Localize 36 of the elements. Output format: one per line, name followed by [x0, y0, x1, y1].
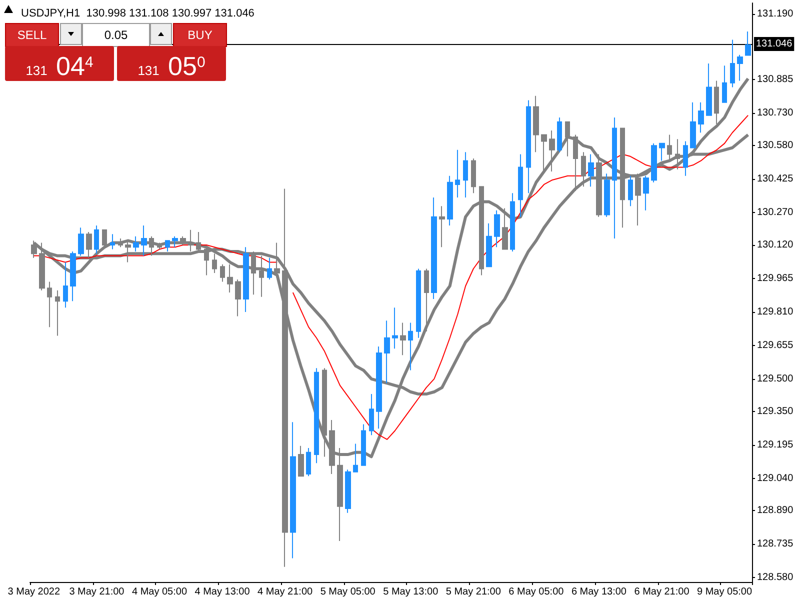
x-tick-label: 6 May 13:00 [571, 586, 627, 598]
y-tick-label: 130.580 [757, 140, 794, 152]
y-tick-label: 129.350 [757, 406, 794, 417]
x-tick-label: 4 May 05:00 [132, 586, 188, 598]
y-tick-label: 129.655 [757, 340, 794, 351]
chart-title: USDJPY,H1 130.998 131.108 130.997 131.046 [21, 8, 254, 20]
y-tick-label: 129.500 [757, 373, 794, 384]
y-tick-label: 131.190 [757, 8, 794, 20]
y-tick-label: 129.040 [757, 472, 794, 484]
y-tick-label: 128.735 [757, 538, 794, 550]
number-field: 0.05 [82, 23, 150, 47]
annotation: 131 04$^{4}$ [26, 51, 94, 81]
y-tick-label: 130.730 [757, 108, 794, 119]
x-tick-label: 9 May 05:00 [697, 586, 752, 598]
y-tick-label: 128.890 [757, 505, 794, 516]
x-tick-label: 5 May 05:00 [320, 586, 376, 598]
y-tick-label: 130.270 [757, 207, 794, 218]
y-tick-label: 129.810 [757, 306, 794, 318]
x-tick-label: 6 May 05:00 [508, 586, 564, 598]
y-tick-label: 130.885 [757, 74, 794, 86]
x-tick-label: 5 May 13:00 [383, 586, 439, 598]
x-tick-label: 6 May 21:00 [634, 586, 690, 598]
annotation: BUY [173, 23, 227, 47]
y-tick-label: 129.195 [757, 439, 794, 450]
x-tick-label: 3 May 21:00 [69, 586, 125, 598]
y-tick-label: 130.120 [757, 239, 794, 250]
ref-line-label: 131.046 [756, 38, 793, 50]
x-tick-label: 4 May 21:00 [258, 586, 314, 598]
annotation: SELL [5, 23, 59, 47]
y-tick-label: 128.580 [757, 572, 794, 584]
y-tick-label: 130.425 [757, 174, 794, 185]
x-tick-label: 3 May 2022 [8, 586, 60, 598]
x-tick-label: 4 May 13:00 [194, 586, 250, 598]
y-tick-label: 129.965 [757, 272, 794, 284]
x-tick-label: 5 May 21:00 [446, 586, 502, 598]
annotation: 131 05$^{0}$ [138, 51, 206, 81]
